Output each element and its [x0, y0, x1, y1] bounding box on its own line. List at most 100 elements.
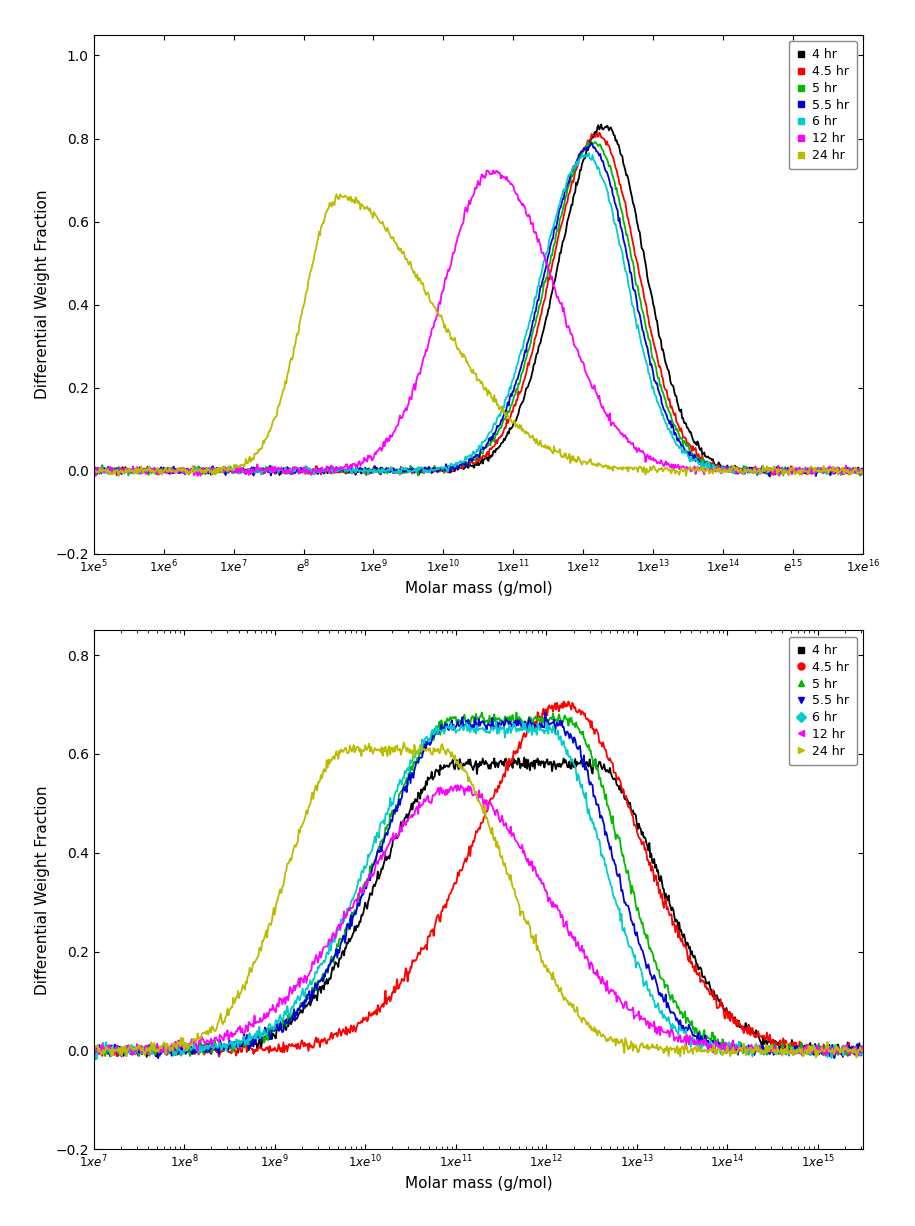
6 hr: [88, 465, 99, 479]
12 hr: [580, 950, 591, 965]
Legend: 4 hr, 4.5 hr, 5 hr, 5.5 hr, 6 hr, 12 hr, 24 hr: 4 hr, 4.5 hr, 5 hr, 5.5 hr, 6 hr, 12 hr,…: [789, 40, 857, 169]
12 hr: [557, 908, 568, 923]
5.5 hr: [673, 432, 684, 446]
5 hr: [100, 1048, 111, 1063]
24 hr: [335, 186, 346, 201]
5.5 hr: [88, 465, 99, 479]
4.5 hr: [753, 1024, 764, 1038]
24 hr: [579, 1013, 590, 1027]
Line: 5 hr: 5 hr: [93, 142, 863, 476]
24 hr: [851, 1051, 862, 1065]
5 hr: [557, 715, 568, 729]
X-axis label: Molar mass (g/mol): Molar mass (g/mol): [404, 581, 553, 596]
6 hr: [88, 1041, 99, 1056]
24 hr: [857, 467, 868, 482]
Line: 12 hr: 12 hr: [93, 785, 863, 1057]
5 hr: [535, 295, 546, 310]
5 hr: [580, 737, 591, 752]
5 hr: [587, 135, 597, 150]
Line: 12 hr: 12 hr: [93, 170, 863, 476]
4 hr: [829, 1051, 840, 1065]
12 hr: [135, 466, 146, 481]
Line: 4 hr: 4 hr: [93, 758, 863, 1058]
24 hr: [88, 463, 99, 478]
4.5 hr: [673, 421, 684, 435]
4 hr: [556, 756, 567, 771]
24 hr: [135, 459, 146, 473]
Line: 5.5 hr: 5.5 hr: [93, 712, 863, 1059]
5 hr: [88, 460, 99, 474]
4 hr: [135, 1043, 146, 1058]
24 hr: [579, 455, 590, 470]
5.5 hr: [135, 465, 146, 479]
12 hr: [753, 465, 764, 479]
6 hr: [557, 736, 568, 750]
5 hr: [555, 210, 566, 224]
4 hr: [578, 152, 589, 167]
5 hr: [477, 705, 488, 720]
5 hr: [673, 425, 684, 440]
4 hr: [88, 462, 99, 477]
4 hr: [555, 245, 566, 260]
24 hr: [857, 1042, 868, 1057]
12 hr: [537, 877, 548, 891]
6 hr: [753, 1041, 764, 1056]
6 hr: [835, 468, 846, 483]
4 hr: [536, 754, 547, 769]
5 hr: [673, 1003, 684, 1018]
5.5 hr: [89, 1052, 100, 1067]
4 hr: [752, 1029, 763, 1043]
5.5 hr: [753, 1041, 764, 1056]
24 hr: [536, 439, 547, 454]
Y-axis label: Differential Weight Fraction: Differential Weight Fraction: [35, 785, 49, 994]
5 hr: [88, 1043, 99, 1058]
Line: 24 hr: 24 hr: [93, 743, 863, 1058]
5.5 hr: [857, 1046, 868, 1060]
Legend: 4 hr, 4.5 hr, 5 hr, 5.5 hr, 6 hr, 12 hr, 24 hr: 4 hr, 4.5 hr, 5 hr, 5.5 hr, 6 hr, 12 hr,…: [789, 636, 857, 765]
24 hr: [556, 987, 567, 1002]
6 hr: [583, 146, 594, 161]
4.5 hr: [536, 716, 547, 731]
Line: 6 hr: 6 hr: [93, 153, 863, 476]
4.5 hr: [556, 696, 567, 711]
6 hr: [857, 1046, 868, 1060]
Line: 4.5 hr: 4.5 hr: [93, 132, 863, 474]
4.5 hr: [580, 711, 591, 726]
12 hr: [673, 1029, 684, 1043]
X-axis label: Molar mass (g/mol): Molar mass (g/mol): [404, 1176, 553, 1192]
4 hr: [764, 470, 775, 484]
4 hr: [673, 922, 684, 937]
5.5 hr: [136, 1043, 147, 1058]
4.5 hr: [558, 694, 569, 709]
5 hr: [752, 466, 763, 481]
4.5 hr: [135, 1046, 146, 1060]
4.5 hr: [673, 924, 684, 939]
4 hr: [673, 398, 684, 413]
4 hr: [579, 758, 590, 772]
Y-axis label: Differential Weight Fraction: Differential Weight Fraction: [35, 190, 49, 398]
12 hr: [192, 468, 203, 483]
4.5 hr: [556, 217, 567, 232]
6 hr: [578, 150, 589, 164]
5 hr: [136, 1045, 147, 1059]
5 hr: [753, 1045, 764, 1059]
24 hr: [398, 736, 409, 750]
5.5 hr: [535, 278, 546, 293]
4.5 hr: [88, 463, 99, 478]
12 hr: [88, 461, 99, 476]
12 hr: [580, 365, 591, 380]
5.5 hr: [580, 759, 591, 774]
12 hr: [452, 777, 463, 792]
5 hr: [537, 716, 548, 731]
5 hr: [578, 143, 589, 158]
Line: 5 hr: 5 hr: [93, 712, 863, 1056]
6 hr: [91, 1052, 102, 1067]
12 hr: [537, 245, 548, 260]
4.5 hr: [857, 1047, 868, 1062]
12 hr: [557, 304, 568, 319]
4 hr: [88, 1046, 99, 1060]
5.5 hr: [673, 1018, 684, 1032]
12 hr: [857, 462, 868, 477]
5.5 hr: [857, 465, 868, 479]
5 hr: [135, 461, 146, 476]
